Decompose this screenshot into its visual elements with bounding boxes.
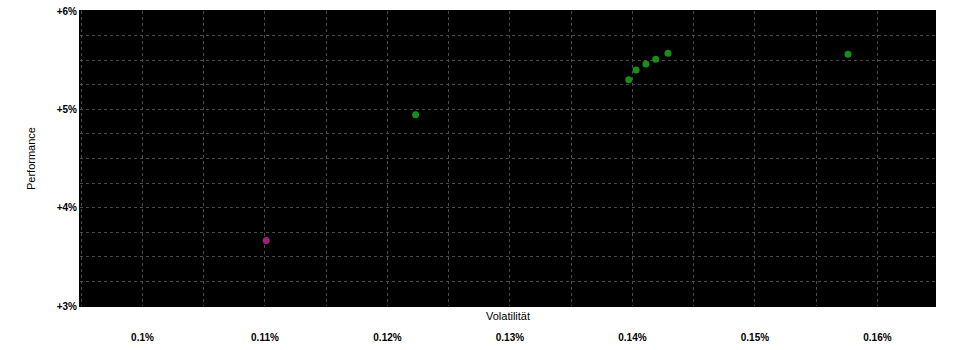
svg-text:Performance: Performance (25, 127, 37, 190)
svg-text:+6%: +6% (57, 6, 77, 17)
svg-text:0.16%: 0.16% (863, 332, 891, 343)
svg-text:0.14%: 0.14% (618, 332, 646, 343)
svg-text:0.1%: 0.1% (131, 332, 154, 343)
svg-text:0.15%: 0.15% (741, 332, 769, 343)
svg-text:0.11%: 0.11% (251, 332, 279, 343)
svg-text:+3%: +3% (57, 301, 77, 312)
svg-text:0.12%: 0.12% (373, 332, 401, 343)
svg-text:+5%: +5% (57, 104, 77, 115)
svg-text:0.13%: 0.13% (496, 332, 524, 343)
svg-text:+4%: +4% (57, 202, 77, 213)
svg-text:Volatilität: Volatilität (486, 310, 530, 322)
